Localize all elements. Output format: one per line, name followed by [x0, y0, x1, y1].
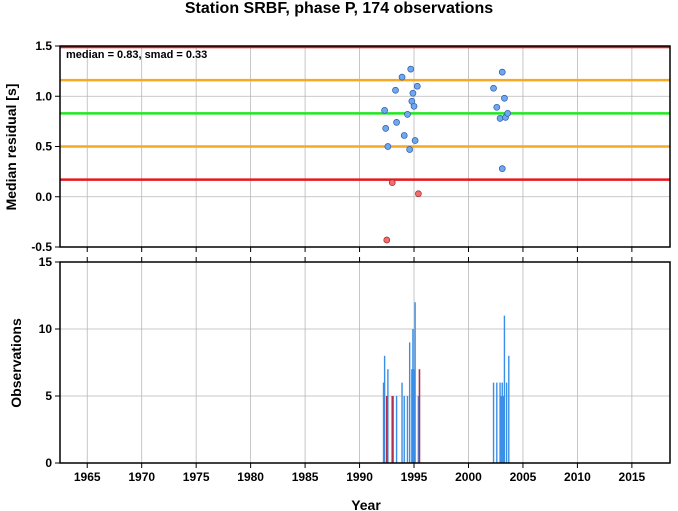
bottom-y-ticks: 0 5 10 15 [39, 255, 60, 470]
bottom-y-tick-label: 5 [45, 389, 52, 403]
chart-title: Station SRBF, phase P, 174 observations [184, 0, 494, 17]
residual-point [496, 115, 504, 122]
x-tick-label: 1965 [74, 470, 101, 484]
x-axis-label: Year [351, 497, 381, 511]
x-ticks: 1965 1970 1975 1980 1985 1990 1995 2000 2005 2010… [74, 463, 646, 484]
residual-point [501, 94, 508, 102]
residual-point [413, 82, 421, 90]
residual-point [498, 68, 506, 76]
x-tick-label: 1975 [183, 470, 210, 484]
bottom-panel-frame [59, 261, 671, 464]
residual-point [393, 119, 400, 126]
residual-point [504, 109, 512, 117]
residual-point [490, 84, 497, 92]
observation-bars [382, 302, 510, 463]
outlier-point [388, 179, 396, 187]
x-tick-label: 1970 [128, 470, 155, 484]
top-y-tick-label: 0.0 [35, 190, 52, 204]
residual-point [411, 137, 419, 144]
residual-point [409, 89, 417, 97]
x-tick-label: 2000 [455, 470, 482, 484]
top-grid [60, 45, 670, 252]
x-tick-label: 2015 [619, 470, 646, 484]
x-tick-label: 1985 [292, 470, 319, 484]
residual-point [406, 146, 414, 153]
residual-point [407, 65, 415, 73]
bottom-grid [60, 257, 670, 464]
residual-points [381, 65, 512, 244]
bottom-y-tick-label: 0 [45, 456, 52, 470]
top-y-tick-label: -0.5 [31, 240, 52, 254]
residual-point [498, 165, 506, 172]
outlier-point [383, 236, 391, 244]
residual-point [384, 143, 392, 150]
residual-point [404, 110, 411, 118]
residual-point [410, 102, 418, 110]
x-tick-label: 2010 [564, 470, 591, 484]
x-tick-label: 1980 [237, 470, 264, 484]
residual-point [381, 106, 388, 114]
x-tick-label: 1990 [346, 470, 373, 484]
top-y-ticks: -0.5 0.0 0.5 1.0 1.5 [31, 39, 60, 254]
x-tick-label: 2005 [510, 470, 537, 484]
top-y-tick-label: 0.5 [35, 140, 52, 154]
bottom-y-tick-label: 10 [39, 322, 53, 336]
stats-annotation: median = 0.83, smad = 0.33 [66, 49, 207, 61]
x-tick-label: 1995 [401, 470, 428, 484]
bottom-y-axis-label: Observations [8, 318, 24, 408]
residual-point [382, 125, 390, 132]
residual-point [400, 132, 408, 139]
residual-point [493, 103, 501, 111]
top-y-axis-label: Median residual [s] [3, 84, 19, 211]
residual-point [398, 73, 406, 81]
bottom-y-tick-label: 15 [39, 255, 53, 269]
outlier-point [415, 190, 422, 198]
threshold-lines [60, 45, 670, 181]
top-y-tick-label: 1.0 [35, 89, 52, 103]
residual-point [392, 86, 399, 94]
top-y-tick-label: 1.5 [35, 39, 52, 53]
